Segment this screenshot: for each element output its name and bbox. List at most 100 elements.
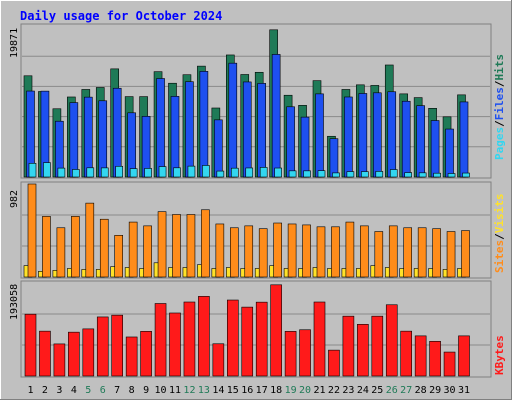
- bar-pages-day-6: [100, 167, 109, 178]
- bar-kbytes-day-31: [458, 335, 470, 377]
- bar-pages-day-14: [216, 170, 225, 178]
- x-tick-label: 20: [299, 385, 311, 396]
- x-tick-label: 25: [371, 385, 383, 396]
- bar-visits-day-10: [157, 211, 167, 278]
- bar-kbytes-day-23: [342, 315, 355, 377]
- bar-kbytes-day-6: [96, 316, 109, 377]
- bar-files-day-25: [372, 92, 382, 178]
- bar-kbytes-day-21: [313, 301, 326, 377]
- bar-visits-day-19: [287, 223, 297, 278]
- bar-pages-day-26: [389, 169, 398, 178]
- bar-visits-day-18: [273, 222, 282, 278]
- bar-pages-day-23: [346, 171, 355, 178]
- legend-slash-3: /: [493, 233, 506, 240]
- ymax-label-kbytes: 193058: [9, 284, 20, 320]
- bar-visits-day-9: [143, 225, 152, 278]
- x-tick-label: 14: [212, 385, 224, 396]
- x-tick-label: 2: [42, 385, 48, 396]
- bar-files-day-10: [156, 78, 165, 178]
- legend-visits-sites: Sites/Visits: [493, 194, 506, 274]
- bar-kbytes-day-4: [68, 331, 80, 377]
- bar-visits-day-7: [114, 235, 123, 278]
- panel-visits-background: [20, 181, 492, 279]
- bar-pages-day-13: [202, 165, 210, 178]
- bar-kbytes-day-2: [39, 330, 51, 377]
- bar-pages-day-3: [57, 167, 66, 178]
- bar-kbytes-day-8: [125, 336, 138, 377]
- bar-pages-day-28: [418, 172, 427, 178]
- bar-pages-day-30: [447, 173, 456, 178]
- bar-kbytes-day-24: [357, 324, 369, 377]
- bar-pages-day-19: [288, 170, 297, 178]
- legend-files: Files: [493, 87, 506, 120]
- bar-pages-day-15: [231, 167, 239, 178]
- bar-files-day-20: [300, 116, 310, 178]
- bar-files-day-28: [416, 105, 425, 178]
- bar-pages-day-20: [303, 170, 311, 178]
- legend-hits-files-pages: Pages/Files/Hits: [493, 54, 506, 160]
- bar-pages-day-17: [259, 167, 268, 178]
- x-tick-label: 23: [342, 385, 354, 396]
- chart-title: Daily usage for October 2024: [20, 9, 222, 23]
- bar-files-day-31: [459, 101, 469, 178]
- x-tick-label: 4: [71, 385, 77, 396]
- legend-visits: Visits: [493, 194, 506, 234]
- bar-kbytes-day-1: [24, 313, 37, 377]
- bar-kbytes-day-27: [400, 330, 413, 377]
- bar-pages-day-8: [129, 168, 138, 178]
- x-tick-label: 19: [285, 385, 297, 396]
- bar-files-day-11: [170, 96, 180, 178]
- x-tick-label: 27: [400, 385, 412, 396]
- bar-visits-day-13: [201, 209, 210, 278]
- bar-visits-day-26: [388, 225, 398, 278]
- bar-visits-day-1: [27, 183, 37, 278]
- bar-visits-day-31: [461, 230, 470, 278]
- bar-files-day-15: [228, 62, 238, 178]
- legend-kbytes: KBytes: [493, 335, 506, 375]
- bar-kbytes-day-22: [328, 349, 340, 377]
- bar-kbytes-day-17: [255, 301, 268, 377]
- bar-files-day-5: [84, 96, 93, 178]
- x-tick-label: 15: [227, 385, 239, 396]
- bar-kbytes-day-11: [169, 312, 181, 377]
- bar-visits-day-16: [244, 225, 254, 278]
- bar-pages-day-31: [462, 172, 470, 178]
- bar-kbytes-day-28: [414, 335, 427, 377]
- bar-visits-day-28: [417, 227, 427, 278]
- bar-files-day-9: [141, 116, 151, 178]
- x-tick-label: 29: [429, 385, 441, 396]
- x-tick-label: 21: [313, 385, 325, 396]
- bar-visits-day-30: [446, 231, 456, 278]
- bar-files-day-18: [271, 54, 281, 178]
- x-axis-labels: 1 2 3 4 5 6 7 8 9 10 11 12 13 14 15 16 17 18 19 20 21 22 23 24 2…: [27, 385, 470, 396]
- bar-visits-day-20: [302, 224, 311, 278]
- x-tick-label: 7: [114, 385, 120, 396]
- bar-visits-day-2: [42, 216, 51, 278]
- bar-files-day-24: [358, 93, 368, 178]
- bar-kbytes-day-3: [53, 343, 66, 377]
- x-tick-label: 28: [415, 385, 427, 396]
- bar-files-day-8: [127, 112, 136, 178]
- bar-files-day-23: [344, 96, 353, 178]
- bar-files-day-29: [430, 120, 440, 178]
- bars: [23, 29, 470, 377]
- legend-slash-2: /: [493, 80, 506, 87]
- bar-pages-day-29: [433, 172, 441, 178]
- x-tick-label: 16: [241, 385, 253, 396]
- bar-kbytes-day-25: [371, 315, 384, 377]
- bar-pages-day-25: [375, 171, 384, 178]
- x-tick-label: 22: [328, 385, 340, 396]
- x-tick-label: 6: [100, 385, 106, 396]
- bar-kbytes-day-10: [154, 303, 167, 377]
- bar-visits-day-14: [215, 223, 225, 278]
- bar-visits-day-21: [316, 226, 326, 278]
- bar-pages-day-7: [115, 165, 123, 178]
- x-tick-label: 10: [155, 385, 167, 396]
- bar-pages-day-2: [43, 162, 51, 178]
- bar-kbytes-day-15: [227, 299, 239, 377]
- bar-pages-day-10: [158, 166, 167, 178]
- bar-files-day-21: [315, 93, 324, 178]
- bar-visits-day-3: [56, 227, 66, 278]
- bar-visits-day-25: [374, 231, 384, 278]
- bar-kbytes-day-12: [183, 301, 196, 377]
